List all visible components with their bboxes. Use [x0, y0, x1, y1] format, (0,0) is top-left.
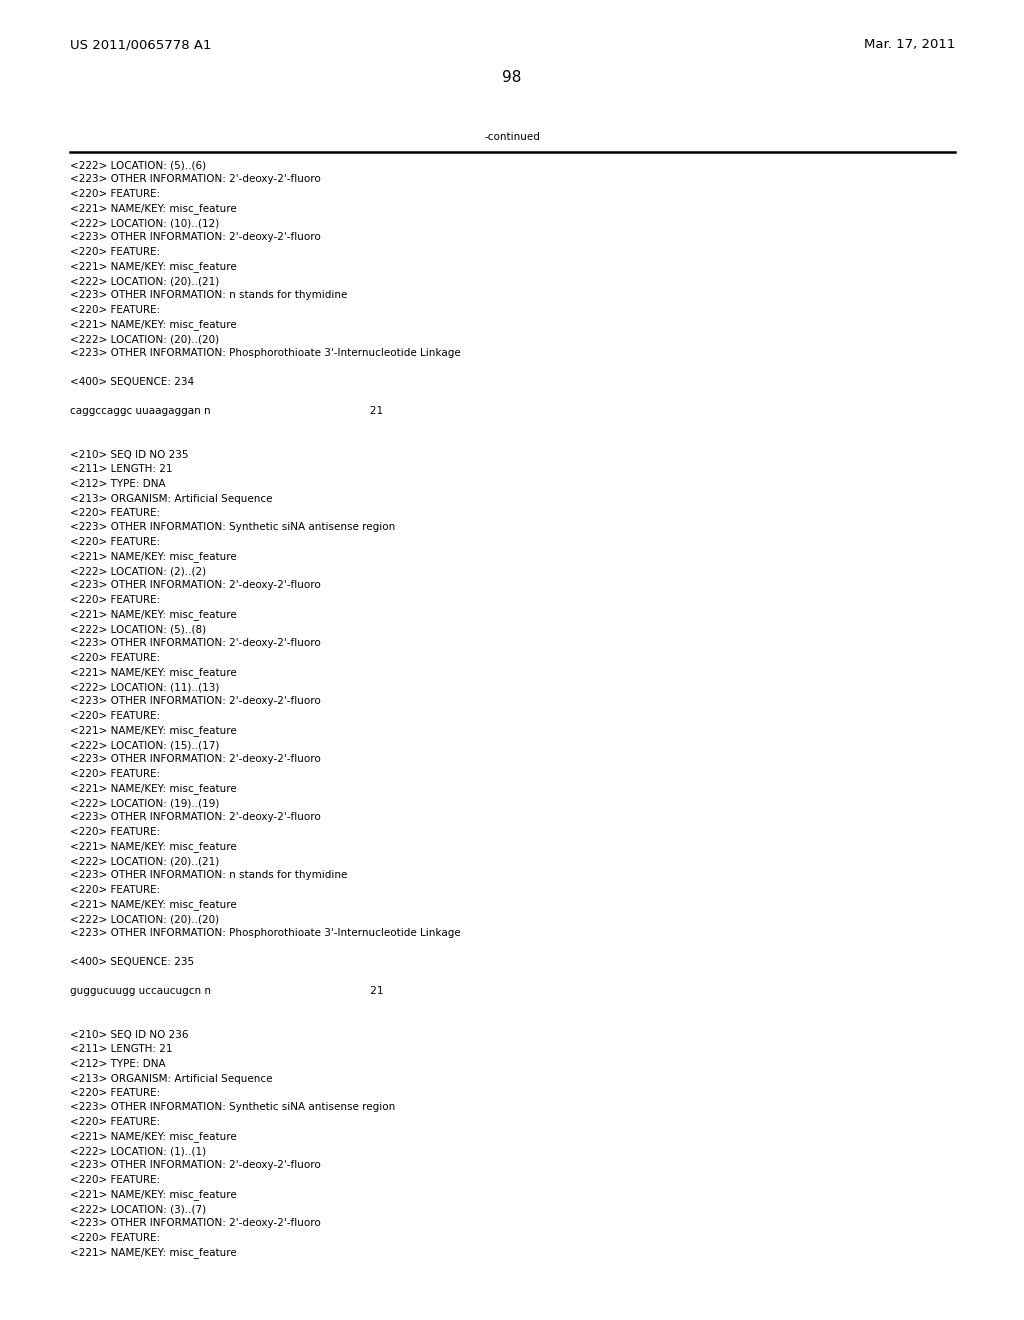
Text: <220> FEATURE:: <220> FEATURE: [70, 711, 160, 721]
Text: <221> NAME/KEY: misc_feature: <221> NAME/KEY: misc_feature [70, 261, 237, 272]
Text: <223> OTHER INFORMATION: Phosphorothioate 3'-Internucleotide Linkage: <223> OTHER INFORMATION: Phosphorothioat… [70, 348, 461, 359]
Text: <210> SEQ ID NO 236: <210> SEQ ID NO 236 [70, 1030, 188, 1040]
Text: <220> FEATURE:: <220> FEATURE: [70, 770, 160, 779]
Text: guggucuugg uccaucugcn n                                                 21: guggucuugg uccaucugcn n 21 [70, 986, 384, 997]
Text: <222> LOCATION: (11)..(13): <222> LOCATION: (11)..(13) [70, 682, 219, 692]
Text: <223> OTHER INFORMATION: 2'-deoxy-2'-fluoro: <223> OTHER INFORMATION: 2'-deoxy-2'-flu… [70, 174, 321, 185]
Text: <222> LOCATION: (20)..(21): <222> LOCATION: (20)..(21) [70, 855, 219, 866]
Text: <400> SEQUENCE: 234: <400> SEQUENCE: 234 [70, 378, 195, 388]
Text: <223> OTHER INFORMATION: 2'-deoxy-2'-fluoro: <223> OTHER INFORMATION: 2'-deoxy-2'-flu… [70, 813, 321, 822]
Text: <220> FEATURE:: <220> FEATURE: [70, 189, 160, 199]
Text: <212> TYPE: DNA: <212> TYPE: DNA [70, 479, 166, 488]
Text: <222> LOCATION: (20)..(20): <222> LOCATION: (20)..(20) [70, 334, 219, 345]
Text: <222> LOCATION: (20)..(21): <222> LOCATION: (20)..(21) [70, 276, 219, 286]
Text: <400> SEQUENCE: 235: <400> SEQUENCE: 235 [70, 957, 195, 968]
Text: <221> NAME/KEY: misc_feature: <221> NAME/KEY: misc_feature [70, 784, 237, 795]
Text: <223> OTHER INFORMATION: 2'-deoxy-2'-fluoro: <223> OTHER INFORMATION: 2'-deoxy-2'-flu… [70, 639, 321, 648]
Text: US 2011/0065778 A1: US 2011/0065778 A1 [70, 38, 212, 51]
Text: <222> LOCATION: (5)..(8): <222> LOCATION: (5)..(8) [70, 624, 206, 634]
Text: <223> OTHER INFORMATION: Synthetic siNA antisense region: <223> OTHER INFORMATION: Synthetic siNA … [70, 523, 395, 532]
Text: Mar. 17, 2011: Mar. 17, 2011 [863, 38, 955, 51]
Text: <220> FEATURE:: <220> FEATURE: [70, 247, 160, 257]
Text: <221> NAME/KEY: misc_feature: <221> NAME/KEY: misc_feature [70, 610, 237, 620]
Text: -continued: -continued [484, 132, 540, 143]
Text: <221> NAME/KEY: misc_feature: <221> NAME/KEY: misc_feature [70, 1131, 237, 1142]
Text: <222> LOCATION: (5)..(6): <222> LOCATION: (5)..(6) [70, 160, 206, 170]
Text: <211> LENGTH: 21: <211> LENGTH: 21 [70, 465, 172, 474]
Text: <220> FEATURE:: <220> FEATURE: [70, 653, 160, 663]
Text: <222> LOCATION: (2)..(2): <222> LOCATION: (2)..(2) [70, 566, 206, 576]
Text: 98: 98 [503, 70, 521, 84]
Text: <220> FEATURE:: <220> FEATURE: [70, 508, 160, 517]
Text: <220> FEATURE:: <220> FEATURE: [70, 884, 160, 895]
Text: <221> NAME/KEY: misc_feature: <221> NAME/KEY: misc_feature [70, 842, 237, 853]
Text: <220> FEATURE:: <220> FEATURE: [70, 595, 160, 605]
Text: <223> OTHER INFORMATION: 2'-deoxy-2'-fluoro: <223> OTHER INFORMATION: 2'-deoxy-2'-flu… [70, 1218, 321, 1229]
Text: <211> LENGTH: 21: <211> LENGTH: 21 [70, 1044, 172, 1055]
Text: <221> NAME/KEY: misc_feature: <221> NAME/KEY: misc_feature [70, 899, 237, 911]
Text: caggccaggc uuaagaggan n                                                 21: caggccaggc uuaagaggan n 21 [70, 407, 383, 417]
Text: <220> FEATURE:: <220> FEATURE: [70, 1233, 160, 1243]
Text: <221> NAME/KEY: misc_feature: <221> NAME/KEY: misc_feature [70, 726, 237, 737]
Text: <221> NAME/KEY: misc_feature: <221> NAME/KEY: misc_feature [70, 552, 237, 562]
Text: <221> NAME/KEY: misc_feature: <221> NAME/KEY: misc_feature [70, 668, 237, 678]
Text: <221> NAME/KEY: misc_feature: <221> NAME/KEY: misc_feature [70, 1189, 237, 1200]
Text: <220> FEATURE:: <220> FEATURE: [70, 1088, 160, 1098]
Text: <223> OTHER INFORMATION: n stands for thymidine: <223> OTHER INFORMATION: n stands for th… [70, 290, 347, 301]
Text: <223> OTHER INFORMATION: 2'-deoxy-2'-fluoro: <223> OTHER INFORMATION: 2'-deoxy-2'-flu… [70, 1160, 321, 1171]
Text: <222> LOCATION: (20)..(20): <222> LOCATION: (20)..(20) [70, 913, 219, 924]
Text: <221> NAME/KEY: misc_feature: <221> NAME/KEY: misc_feature [70, 319, 237, 330]
Text: <223> OTHER INFORMATION: n stands for thymidine: <223> OTHER INFORMATION: n stands for th… [70, 870, 347, 880]
Text: <212> TYPE: DNA: <212> TYPE: DNA [70, 1059, 166, 1069]
Text: <220> FEATURE:: <220> FEATURE: [70, 537, 160, 546]
Text: <220> FEATURE:: <220> FEATURE: [70, 305, 160, 315]
Text: <223> OTHER INFORMATION: 2'-deoxy-2'-fluoro: <223> OTHER INFORMATION: 2'-deoxy-2'-flu… [70, 232, 321, 243]
Text: <213> ORGANISM: Artificial Sequence: <213> ORGANISM: Artificial Sequence [70, 1073, 272, 1084]
Text: <223> OTHER INFORMATION: Phosphorothioate 3'-Internucleotide Linkage: <223> OTHER INFORMATION: Phosphorothioat… [70, 928, 461, 939]
Text: <221> NAME/KEY: misc_feature: <221> NAME/KEY: misc_feature [70, 203, 237, 214]
Text: <222> LOCATION: (3)..(7): <222> LOCATION: (3)..(7) [70, 1204, 206, 1214]
Text: <222> LOCATION: (19)..(19): <222> LOCATION: (19)..(19) [70, 799, 219, 808]
Text: <221> NAME/KEY: misc_feature: <221> NAME/KEY: misc_feature [70, 1247, 237, 1258]
Text: <223> OTHER INFORMATION: Synthetic siNA antisense region: <223> OTHER INFORMATION: Synthetic siNA … [70, 1102, 395, 1113]
Text: <223> OTHER INFORMATION: 2'-deoxy-2'-fluoro: <223> OTHER INFORMATION: 2'-deoxy-2'-flu… [70, 581, 321, 590]
Text: <210> SEQ ID NO 235: <210> SEQ ID NO 235 [70, 450, 188, 459]
Text: <222> LOCATION: (1)..(1): <222> LOCATION: (1)..(1) [70, 1146, 206, 1156]
Text: <220> FEATURE:: <220> FEATURE: [70, 1175, 160, 1185]
Text: <223> OTHER INFORMATION: 2'-deoxy-2'-fluoro: <223> OTHER INFORMATION: 2'-deoxy-2'-flu… [70, 755, 321, 764]
Text: <213> ORGANISM: Artificial Sequence: <213> ORGANISM: Artificial Sequence [70, 494, 272, 503]
Text: <222> LOCATION: (15)..(17): <222> LOCATION: (15)..(17) [70, 741, 219, 750]
Text: <222> LOCATION: (10)..(12): <222> LOCATION: (10)..(12) [70, 218, 219, 228]
Text: <220> FEATURE:: <220> FEATURE: [70, 828, 160, 837]
Text: <223> OTHER INFORMATION: 2'-deoxy-2'-fluoro: <223> OTHER INFORMATION: 2'-deoxy-2'-flu… [70, 697, 321, 706]
Text: <220> FEATURE:: <220> FEATURE: [70, 1117, 160, 1127]
